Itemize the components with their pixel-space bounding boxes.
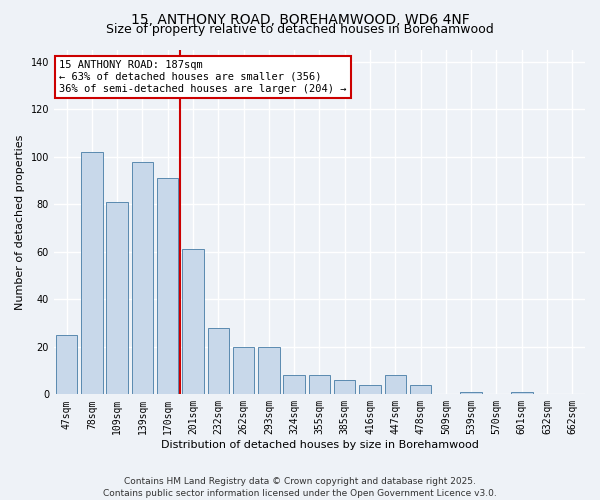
- X-axis label: Distribution of detached houses by size in Borehamwood: Distribution of detached houses by size …: [161, 440, 478, 450]
- Bar: [359, 385, 381, 394]
- Bar: [157, 178, 178, 394]
- Text: Size of property relative to detached houses in Borehamwood: Size of property relative to detached ho…: [106, 22, 494, 36]
- Bar: [511, 392, 533, 394]
- Bar: [334, 380, 355, 394]
- Bar: [131, 162, 153, 394]
- Bar: [182, 250, 204, 394]
- Text: Contains HM Land Registry data © Crown copyright and database right 2025.
Contai: Contains HM Land Registry data © Crown c…: [103, 476, 497, 498]
- Text: 15, ANTHONY ROAD, BOREHAMWOOD, WD6 4NF: 15, ANTHONY ROAD, BOREHAMWOOD, WD6 4NF: [131, 12, 469, 26]
- Bar: [208, 328, 229, 394]
- Bar: [106, 202, 128, 394]
- Bar: [233, 347, 254, 395]
- Bar: [309, 376, 330, 394]
- Bar: [81, 152, 103, 394]
- Bar: [56, 335, 77, 394]
- Bar: [258, 347, 280, 395]
- Bar: [385, 376, 406, 394]
- Y-axis label: Number of detached properties: Number of detached properties: [15, 134, 25, 310]
- Bar: [410, 385, 431, 394]
- Text: 15 ANTHONY ROAD: 187sqm
← 63% of detached houses are smaller (356)
36% of semi-d: 15 ANTHONY ROAD: 187sqm ← 63% of detache…: [59, 60, 347, 94]
- Bar: [460, 392, 482, 394]
- Bar: [283, 376, 305, 394]
